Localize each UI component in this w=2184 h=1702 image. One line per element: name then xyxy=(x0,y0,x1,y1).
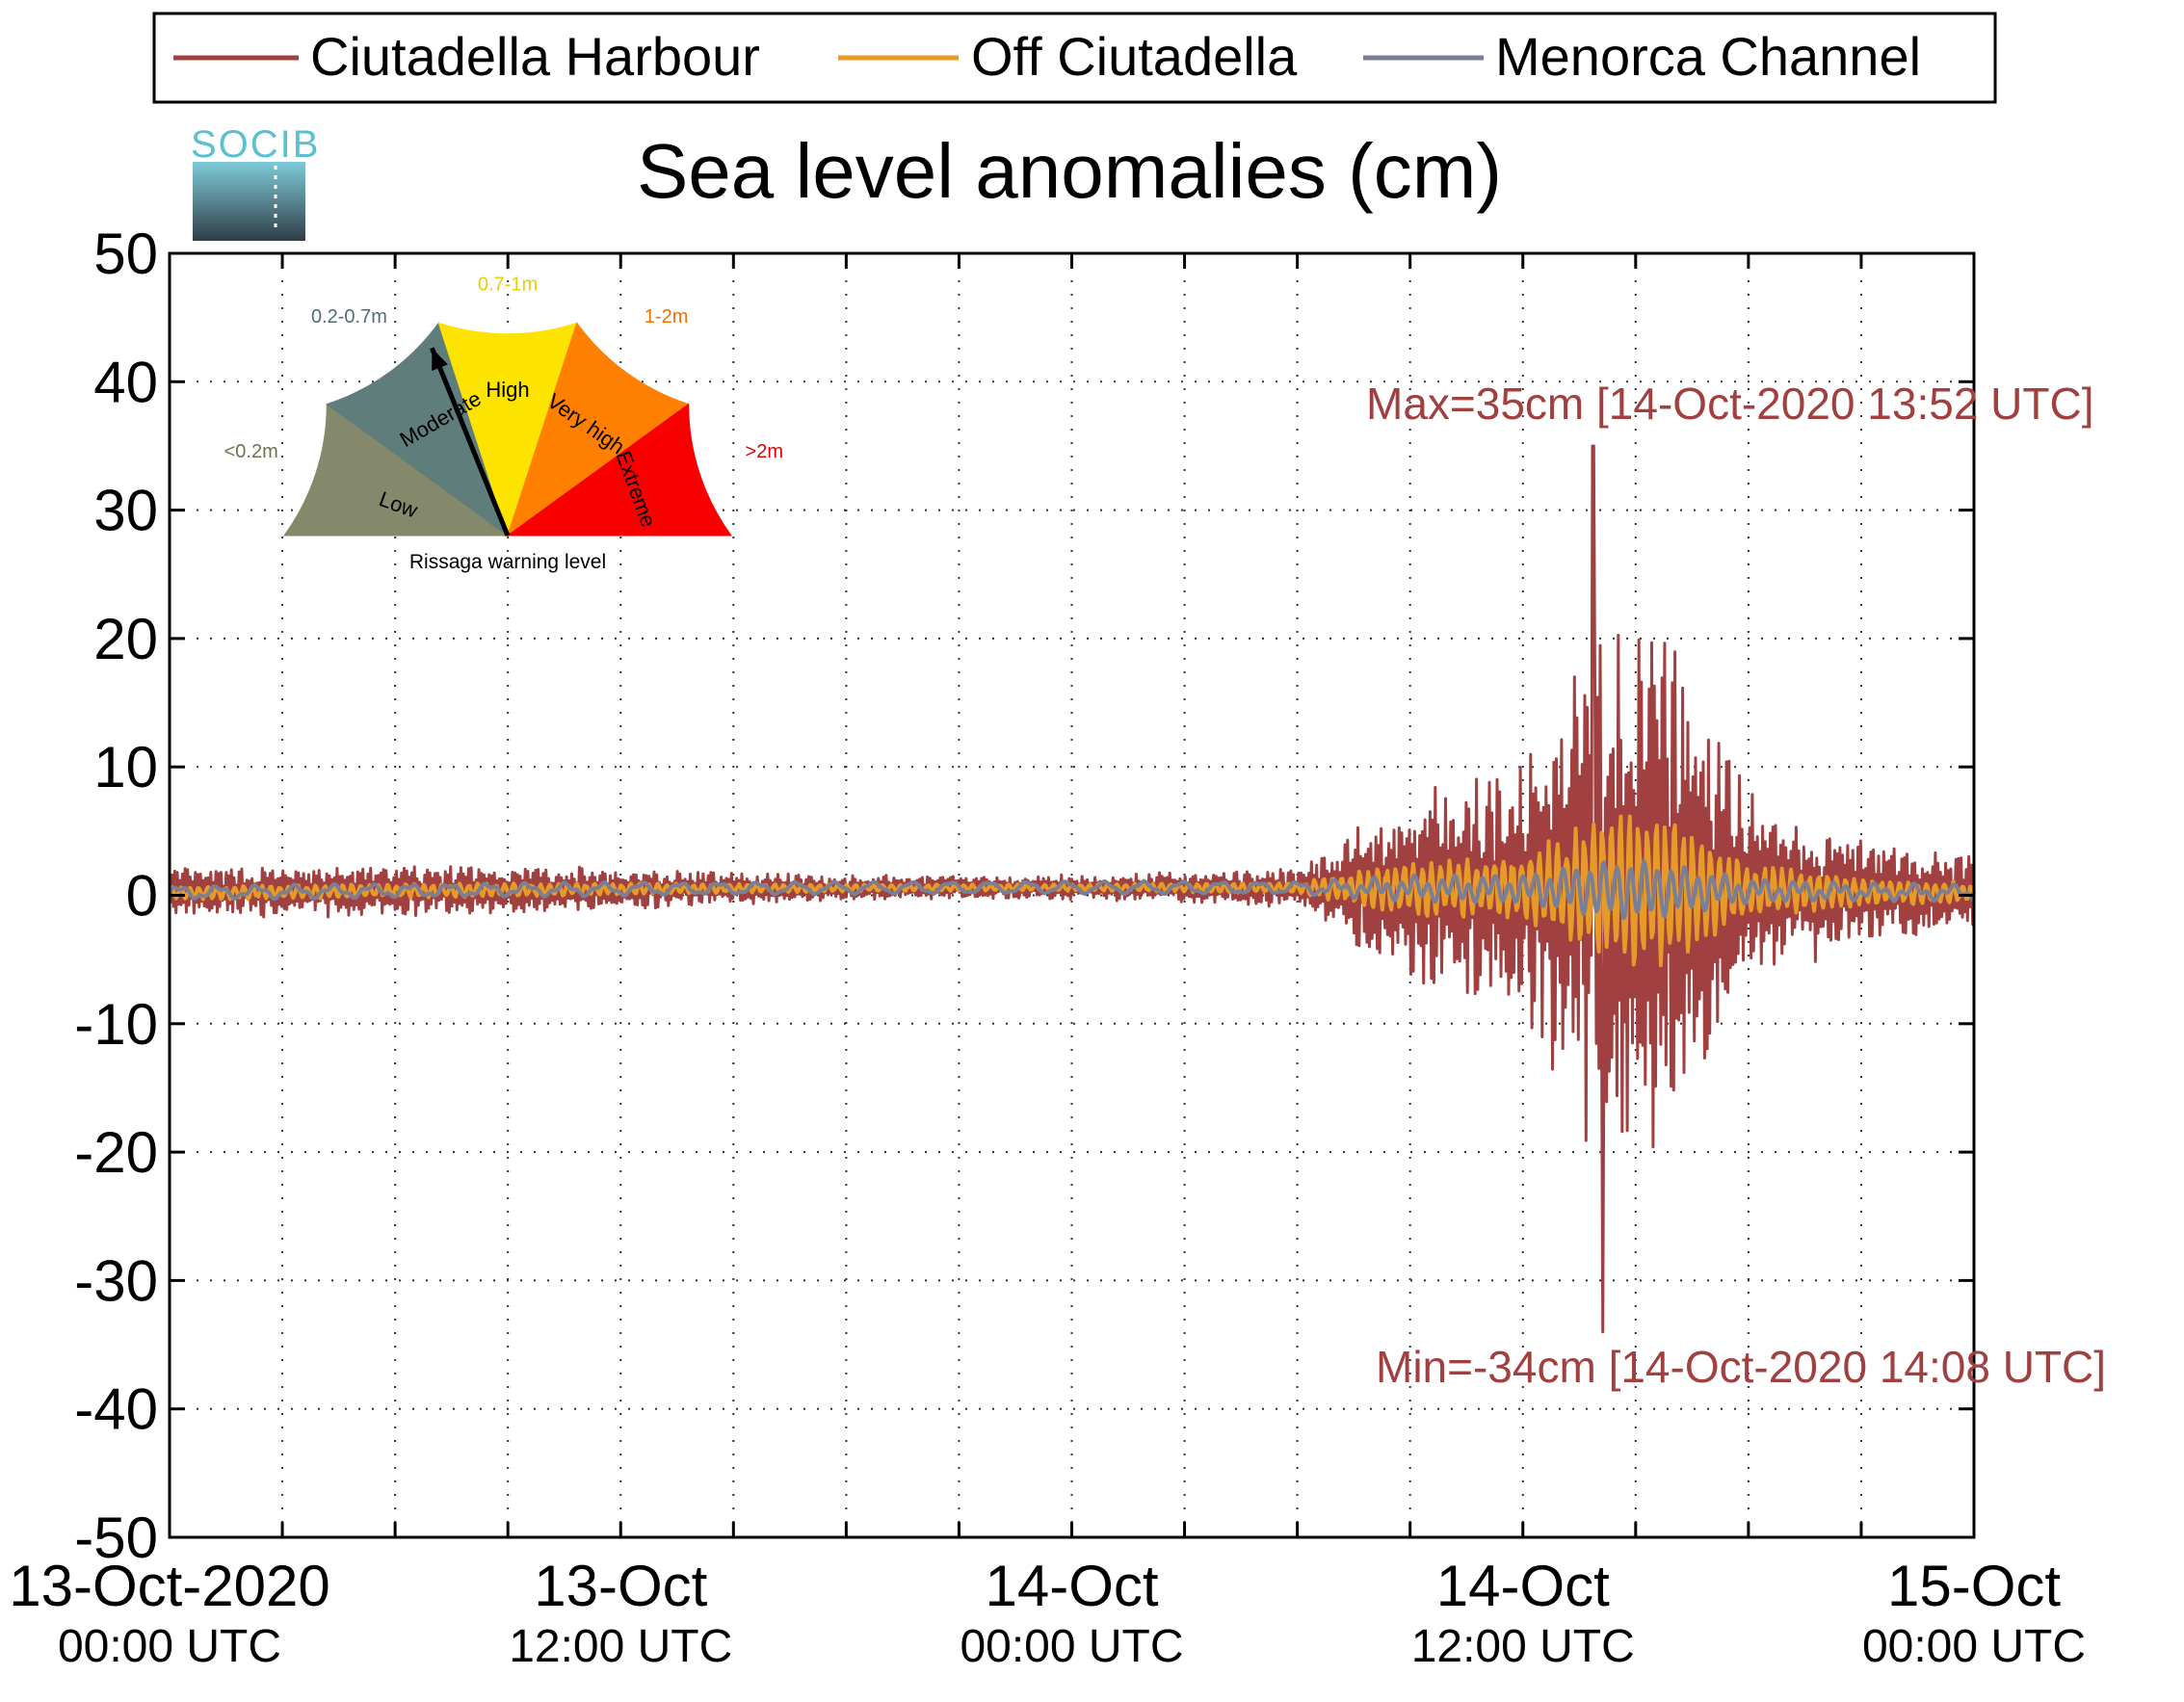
x-tick-label-time: 12:00 UTC xyxy=(509,1621,732,1672)
x-tick-label-date: 14-Oct xyxy=(1436,1554,1610,1618)
legend-box xyxy=(152,12,1997,104)
gauge-pointer-head xyxy=(432,348,448,372)
gauge-sector-moderate xyxy=(326,322,509,537)
x-tick-label-date: 14-Oct xyxy=(985,1554,1158,1618)
socib-logo: SOCIB xyxy=(191,123,320,241)
logo-text: SOCIB xyxy=(191,123,320,166)
rissaga-gauge: Rissaga warning level Low<0.2m Moderate0.… xyxy=(224,274,783,573)
gauge-range-label: 1-2m xyxy=(645,306,689,327)
gauge-pointer xyxy=(430,347,511,537)
series-layer xyxy=(168,444,1976,1334)
y-tick-label: -20 xyxy=(74,1120,158,1185)
x-tick-label-date: 13-Oct-2020 xyxy=(9,1554,330,1618)
series-ciutadella-harbour-line xyxy=(168,444,1976,1334)
gauge-caption: Rissaga warning level xyxy=(409,551,606,573)
y-tick-label: 30 xyxy=(93,479,158,543)
y-tick-label: -30 xyxy=(74,1248,158,1313)
x-tick-label-date: 13-Oct xyxy=(534,1554,707,1618)
y-tick-label: -40 xyxy=(74,1377,158,1442)
legend-label-off: Off Ciutadella xyxy=(971,26,1298,87)
y-tick-label: 50 xyxy=(93,222,158,286)
x-tick-label-time: 00:00 UTC xyxy=(960,1621,1183,1672)
gauge-sector-high xyxy=(437,322,578,537)
gauge-range-label: 0.7-1m xyxy=(478,274,538,295)
min-annotation: Min=-34cm [14-Oct-2020 14:08 UTC] xyxy=(1376,1342,2106,1392)
chart-title: Sea level anomalies (cm) xyxy=(637,128,1502,214)
y-tick-label: 20 xyxy=(93,607,158,671)
y-tick-label: -10 xyxy=(74,992,158,1057)
gauge-range-label: <0.2m xyxy=(224,441,278,462)
x-tick-label-time: 00:00 UTC xyxy=(58,1621,281,1672)
legend-label-harbour: Ciutadella Harbour xyxy=(310,26,760,87)
gauge-level-label: High xyxy=(486,378,529,402)
logo-block xyxy=(193,162,305,241)
gauge-sector-very-high xyxy=(507,322,690,537)
x-tick-label-time: 12:00 UTC xyxy=(1411,1621,1635,1672)
y-tick-label: -50 xyxy=(74,1506,158,1570)
gauge-sector-low xyxy=(283,403,510,537)
max-annotation: Max=35cm [14-Oct-2020 13:52 UTC] xyxy=(1366,379,2094,429)
y-axis: 50 40 30 20 10 0 -10 -20 -30 -40 -50 xyxy=(74,222,1974,1570)
y-tick-label: 10 xyxy=(93,735,158,799)
series-menorca-channel-line xyxy=(168,859,1976,921)
legend-label-channel: Menorca Channel xyxy=(1495,26,1921,87)
y-tick-label: 0 xyxy=(126,864,158,929)
gauge-range-label: >2m xyxy=(746,441,783,462)
legend: Ciutadella Harbour Off Ciutadella Menorc… xyxy=(152,12,1997,104)
gauge-sector-extreme xyxy=(506,403,732,537)
y-tick-label: 40 xyxy=(93,350,158,414)
gauge-range-label: 0.2-0.7m xyxy=(311,306,387,327)
x-tick-label-date: 15-Oct xyxy=(1887,1554,2061,1618)
x-tick-label-time: 00:00 UTC xyxy=(1862,1621,2086,1672)
